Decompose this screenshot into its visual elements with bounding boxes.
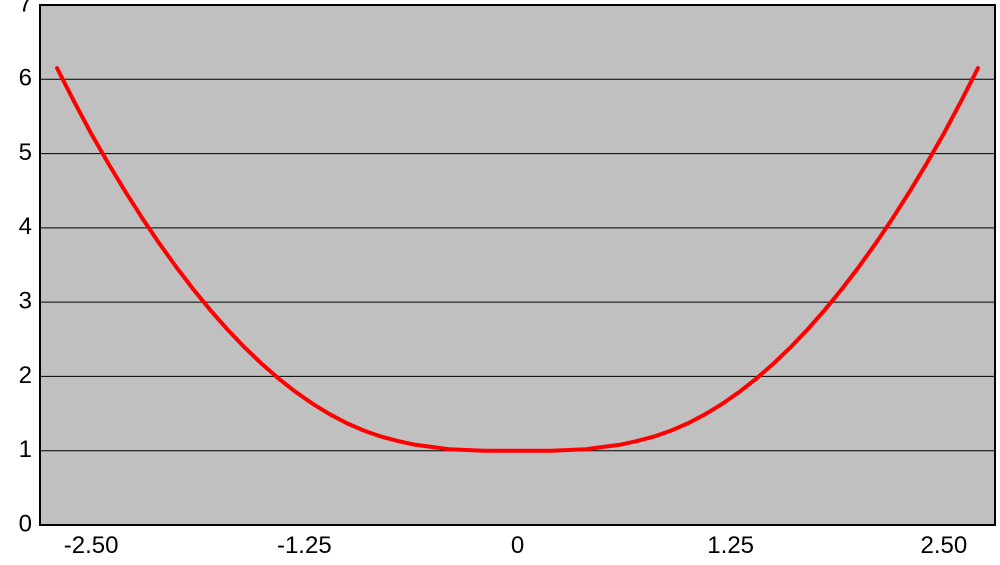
x-tick-label: -2.50 bbox=[64, 532, 119, 559]
y-tick-label: 3 bbox=[19, 287, 32, 314]
x-tick-label: 2.50 bbox=[920, 532, 967, 559]
y-tick-label: 5 bbox=[19, 139, 32, 166]
x-tick-label: 0 bbox=[511, 532, 524, 559]
y-tick-label: 2 bbox=[19, 362, 32, 389]
y-tick-label: 6 bbox=[19, 65, 32, 92]
x-tick-label: 1.25 bbox=[707, 532, 754, 559]
line-chart: 0 1 2 3 4 5 6 7 -2.50 -1.25 0 1.25 2.50 bbox=[0, 0, 1000, 565]
chart-container: 0 1 2 3 4 5 6 7 -2.50 -1.25 0 1.25 2.50 bbox=[0, 0, 1000, 565]
x-tick-label: -1.25 bbox=[277, 532, 332, 559]
y-tick-label: 4 bbox=[19, 213, 32, 240]
plot-background bbox=[40, 5, 995, 525]
y-tick-label: 1 bbox=[19, 436, 32, 463]
x-tick-labels: -2.50 -1.25 0 1.25 2.50 bbox=[64, 532, 967, 559]
y-tick-label: 7 bbox=[19, 0, 32, 17]
y-tick-labels: 0 1 2 3 4 5 6 7 bbox=[19, 0, 32, 537]
y-tick-label: 0 bbox=[19, 510, 32, 537]
